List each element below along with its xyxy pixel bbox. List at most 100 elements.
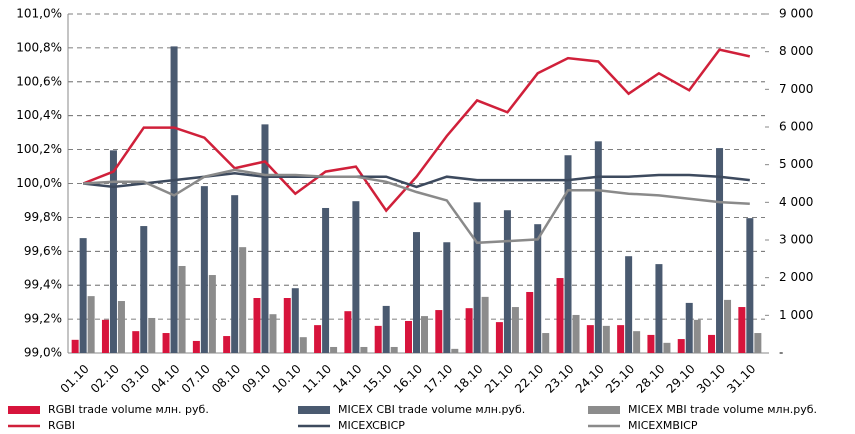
bar: [200, 186, 208, 353]
y-tick-label: 99,8%: [24, 210, 62, 224]
y2-tick-label: 9 000: [779, 7, 813, 21]
x-tick-label: 15.10: [361, 362, 395, 396]
x-tick-label: 07.10: [179, 362, 213, 396]
x-tick-label: 23.10: [542, 362, 576, 396]
bar: [693, 319, 701, 353]
bar: [299, 337, 307, 353]
bar: [738, 307, 746, 353]
bar: [261, 124, 269, 353]
legend-swatch: [298, 406, 330, 414]
legend-label: MICEX MBI trade volume млн.руб.: [628, 403, 817, 416]
bar: [716, 148, 724, 353]
x-tick-label: 22.10: [512, 362, 546, 396]
bar: [633, 331, 641, 353]
x-tick-label: 04.10: [148, 362, 182, 396]
bar: [503, 210, 511, 353]
bar: [663, 342, 671, 353]
line: [82, 48, 751, 213]
bar: [101, 319, 109, 353]
bar: [192, 340, 200, 353]
bar: [117, 301, 125, 353]
line: [83, 168, 750, 245]
x-tick-label: 21.10: [482, 362, 516, 396]
y-tick-label: 100,0%: [16, 176, 62, 190]
bar: [140, 226, 148, 353]
y2-tick-label: 2 000: [779, 270, 813, 284]
bar: [647, 334, 655, 353]
bar: [534, 224, 542, 353]
bar: [655, 264, 663, 353]
x-tick-label: 17.10: [421, 362, 455, 396]
bar: [352, 201, 360, 353]
bar: [754, 333, 762, 353]
x-tick-label: 02.10: [88, 362, 122, 396]
legend-label: RGBI trade volume млн. руб.: [48, 403, 209, 416]
y-tick-label: 100,4%: [16, 108, 62, 122]
bar: [602, 325, 610, 353]
bar: [344, 311, 352, 353]
bar: [253, 298, 261, 353]
y-tick-label: 99,6%: [24, 244, 62, 258]
bar: [451, 348, 459, 353]
y-tick-label: 100,2%: [16, 142, 62, 156]
legend-label: MICEX CBI trade volume млн.руб.: [338, 403, 525, 416]
bar: [109, 150, 117, 353]
y2-tick-label: 3 000: [779, 233, 813, 247]
bar: [625, 256, 633, 353]
bar: [71, 339, 79, 353]
bar: [421, 316, 428, 353]
bar: [677, 339, 685, 353]
bar: [564, 155, 572, 353]
y-tick-label: 101,0%: [16, 7, 62, 21]
bar: [269, 314, 277, 353]
bar: [435, 310, 443, 353]
bar: [617, 325, 625, 353]
line: [83, 172, 750, 189]
bar: [542, 333, 550, 353]
bar: [473, 202, 481, 353]
bar: [208, 275, 216, 353]
bar: [724, 299, 732, 353]
bar: [178, 265, 186, 353]
bar: [132, 331, 140, 353]
bar: [170, 46, 178, 353]
x-tick-label: 16.10: [391, 362, 425, 396]
y2-tick-label: -: [779, 346, 783, 360]
bar: [511, 307, 519, 353]
bar: [405, 320, 412, 353]
y-tick-label: 99,4%: [24, 278, 62, 292]
bar: [231, 195, 239, 353]
bar: [481, 296, 489, 353]
x-tick-label: 29.10: [664, 362, 698, 396]
bar: [223, 336, 231, 353]
x-tick-label: 30.10: [694, 362, 728, 396]
y2-tick-label: 4 000: [779, 195, 813, 209]
y-tick-label: 99,0%: [24, 346, 62, 360]
legend-swatch: [588, 406, 620, 414]
y-tick-label: 99,2%: [24, 312, 62, 326]
x-tick-label: 14.10: [330, 362, 364, 396]
bar: [374, 325, 382, 353]
x-tick-label: 10.10: [270, 362, 304, 396]
y2-tick-label: 5 000: [779, 157, 813, 171]
bar: [443, 242, 451, 353]
bar: [495, 322, 503, 353]
bar: [572, 314, 580, 353]
y2-tick-label: 8 000: [779, 44, 813, 58]
bar: [465, 308, 473, 353]
bar: [330, 346, 338, 353]
bar: [87, 296, 95, 353]
legend-label: RGBI: [48, 419, 75, 432]
bar: [586, 325, 594, 353]
bar: [556, 278, 564, 353]
x-tick-label: 24.10: [573, 362, 607, 396]
bar: [594, 141, 602, 353]
x-tick-label: 25.10: [603, 362, 637, 396]
x-tick-label: 01.10: [58, 362, 92, 396]
bar: [382, 305, 390, 353]
bar: [708, 334, 716, 353]
bar: [685, 302, 693, 353]
x-tick-label: 11.10: [300, 362, 334, 396]
x-tick-label: 31.10: [724, 362, 758, 396]
